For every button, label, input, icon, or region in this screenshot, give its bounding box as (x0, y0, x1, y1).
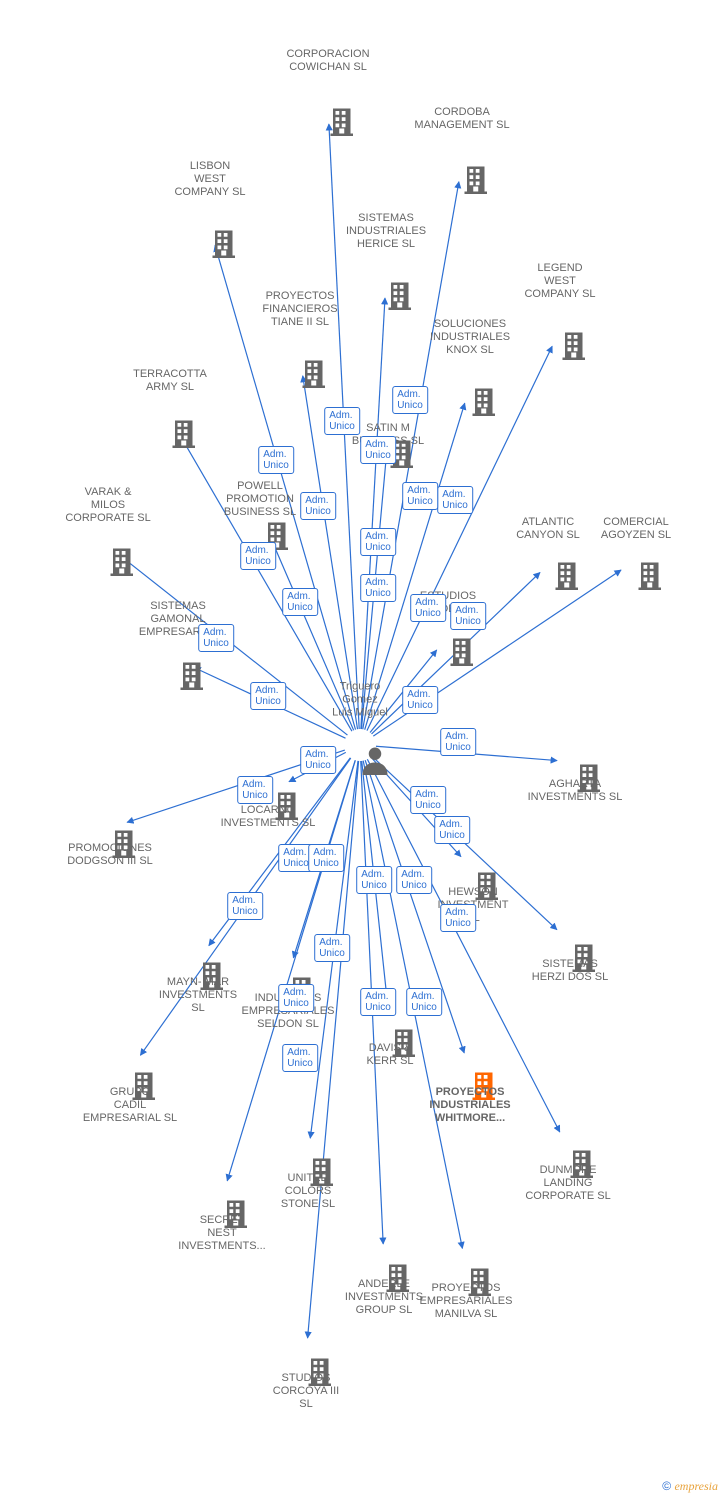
edge-line (370, 650, 437, 733)
footer-copyright: © (662, 1479, 671, 1493)
edge-line (367, 346, 552, 730)
edge-line (365, 760, 464, 1053)
footer: © empresia (662, 1479, 718, 1494)
edge-line (310, 761, 358, 1138)
edge-line (373, 570, 621, 736)
edge-line (367, 759, 559, 1132)
edge-line (308, 761, 359, 1338)
edge-line (127, 750, 345, 822)
edge-line (362, 761, 388, 1009)
footer-brand: empresia (674, 1479, 718, 1493)
edge-line (361, 761, 383, 1244)
edge-line (215, 245, 356, 729)
edge-line (270, 537, 354, 731)
edge-line (227, 760, 355, 1180)
edge-line (209, 758, 351, 946)
edge-line (376, 746, 557, 760)
edge-line (140, 758, 350, 1055)
edge-line (372, 756, 557, 930)
edge-line (194, 668, 345, 739)
